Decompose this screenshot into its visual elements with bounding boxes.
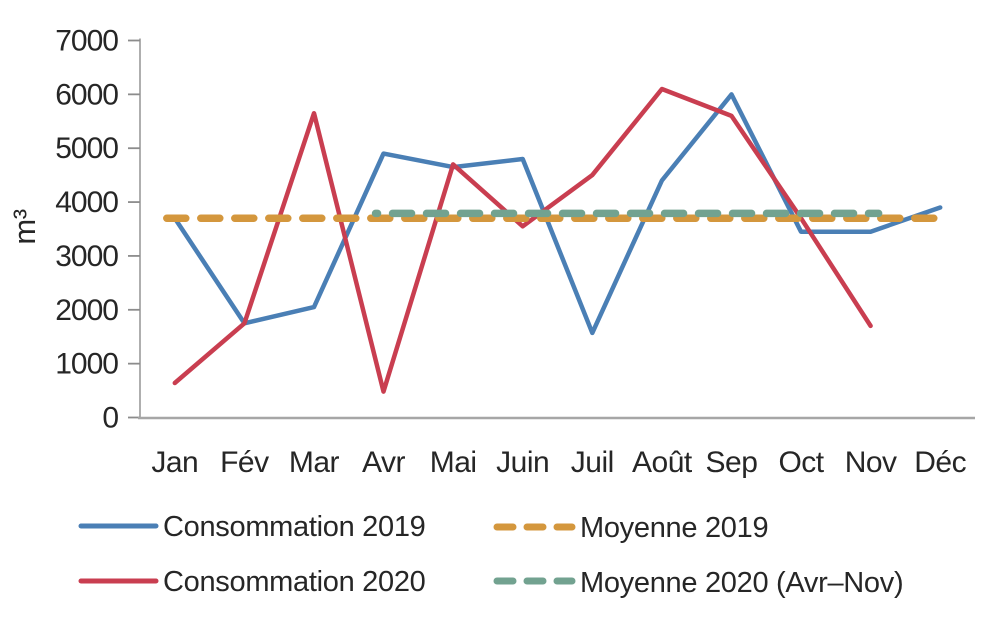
series-line-consommation-2019	[172, 92, 943, 336]
y-tick-label-2000: 2000	[55, 294, 118, 327]
legend-label-moyenne-2019: Moyenne 2019	[580, 512, 768, 544]
x-tick-label-nov: Nov	[845, 446, 897, 479]
y-tick-label-5000: 5000	[55, 132, 118, 165]
y-tick-label-4000: 4000	[55, 186, 118, 219]
y-axis: 0 1000 2000 3000 4000 5000 6000 7000	[55, 25, 141, 435]
y-tick-label-7000: 7000	[55, 25, 118, 58]
legend-label-consommation-2019: Consommation 2019	[163, 511, 426, 543]
x-tick-label-mar: Mar	[289, 446, 340, 479]
series-lines	[163, 86, 952, 394]
x-tick-label-juil: Juil	[571, 446, 614, 479]
x-tick-label-aou-t: Août	[632, 446, 693, 479]
y-tick-label-0: 0	[102, 402, 118, 435]
x-tick-label-de-c: Déc	[914, 446, 966, 479]
x-tick-label-mai: Mai	[430, 446, 477, 479]
y-tick-label-3000: 3000	[55, 240, 118, 273]
legend: Consommation 2019 Moyenne 2019 Consommat…	[78, 511, 904, 599]
y-tick-label-6000: 6000	[55, 78, 118, 111]
x-tick-label-fe-v: Fév	[220, 446, 269, 479]
y-axis-title: m³	[7, 209, 42, 244]
x-tick-label-juin: Juin	[496, 446, 549, 479]
x-tick-label-jan: Jan	[151, 446, 198, 479]
series-line-consommation-2020	[172, 86, 873, 394]
x-tick-label-oct: Oct	[778, 446, 824, 479]
x-axis: Jan Fév Mar Avr Mai Juin Juil Août Sep Oct Nov Déc	[138, 416, 975, 479]
legend-label-consommation-2020: Consommation 2020	[163, 566, 426, 598]
y-tick-label-1000: 1000	[55, 348, 118, 381]
x-tick-label-avr: Avr	[362, 446, 405, 479]
legend-label-moyenne-2020: Moyenne 2020 (Avr–Nov)	[580, 567, 903, 599]
x-tick-label-sep: Sep	[706, 446, 758, 479]
